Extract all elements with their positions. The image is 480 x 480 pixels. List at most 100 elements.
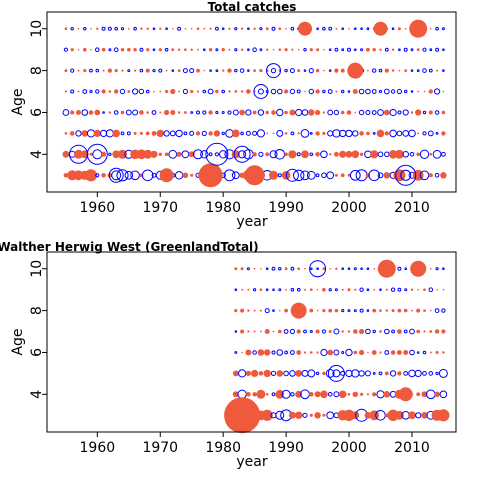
- bubble: [395, 164, 417, 186]
- bubble: [190, 89, 194, 94]
- bubble: [269, 170, 278, 180]
- bubble: [410, 288, 414, 291]
- bubble: [416, 152, 421, 157]
- bubble: [341, 27, 345, 31]
- bubble: [289, 109, 296, 116]
- bubble: [62, 109, 70, 116]
- bubble: [322, 131, 326, 135]
- bubble: [223, 169, 236, 182]
- bubble: [309, 392, 314, 397]
- bubble: [373, 267, 376, 270]
- bubble: [145, 131, 150, 136]
- bubble: [368, 169, 381, 182]
- bubble: [271, 26, 276, 31]
- bubble: [397, 371, 402, 376]
- bubble: [347, 330, 351, 333]
- bubble: [345, 369, 353, 378]
- bubble: [108, 152, 112, 157]
- bubble: [258, 151, 264, 157]
- bubble: [215, 26, 219, 31]
- bubble: [290, 26, 295, 31]
- bubble: [333, 391, 340, 398]
- bubble: [284, 267, 288, 271]
- bubble: [384, 328, 390, 335]
- bubbles: [62, 19, 447, 188]
- bubble: [389, 129, 397, 138]
- bubble: [77, 48, 80, 51]
- bubble: [208, 48, 213, 52]
- bubble: [360, 27, 363, 31]
- bubble: [263, 369, 271, 378]
- bubble: [293, 169, 305, 182]
- bubble: [410, 69, 414, 72]
- bubble: [101, 151, 107, 157]
- bubble: [332, 369, 341, 378]
- bubble: [265, 393, 269, 396]
- bubble: [69, 131, 75, 136]
- bubble: [309, 132, 313, 135]
- bubble: [341, 267, 345, 271]
- bubble: [290, 350, 295, 355]
- bubble: [272, 132, 275, 135]
- bubble: [354, 27, 357, 31]
- bubble: [315, 152, 320, 157]
- bubble: [259, 48, 263, 52]
- bubble: [284, 68, 288, 73]
- bubble: [426, 389, 436, 400]
- bubble: [384, 68, 389, 73]
- bubble: [203, 69, 206, 72]
- bubble: [417, 90, 420, 93]
- bubble: [253, 69, 256, 72]
- bubble: [275, 410, 285, 420]
- bubble: [352, 391, 358, 397]
- bubble: [429, 330, 433, 333]
- bubble: [366, 288, 370, 292]
- bubble: [127, 90, 131, 93]
- bubble: [222, 69, 225, 72]
- bubble: [133, 131, 137, 135]
- bubble: [327, 392, 333, 397]
- bubble: [227, 110, 232, 115]
- bubble: [321, 329, 326, 334]
- bubble: [372, 372, 376, 375]
- bubble: [442, 267, 445, 271]
- bubble: [417, 132, 420, 135]
- bubble: [245, 130, 251, 136]
- plot-frame: [46, 11, 457, 193]
- bubble: [101, 173, 106, 178]
- bubble: [276, 129, 284, 137]
- bubble: [77, 90, 80, 93]
- bubble: [352, 89, 358, 94]
- bubble: [285, 168, 299, 182]
- bubble: [270, 88, 277, 95]
- bubble: [265, 267, 269, 271]
- bubble: [322, 287, 326, 292]
- bubble: [70, 110, 75, 115]
- bubble: [70, 68, 75, 73]
- bubble: [188, 151, 195, 158]
- bubble: [322, 89, 326, 94]
- bubble: [398, 69, 401, 72]
- bubble: [125, 109, 132, 116]
- bubble: [315, 173, 320, 178]
- bubble: [339, 150, 347, 158]
- bubble: [437, 409, 450, 422]
- bubble: [247, 330, 250, 333]
- y-tick-label: 8: [29, 66, 45, 75]
- bubble: [347, 267, 351, 271]
- bubble: [422, 47, 427, 52]
- bubble: [364, 412, 372, 419]
- bubble: [442, 90, 445, 93]
- bubble: [326, 171, 335, 180]
- bubble: [182, 88, 188, 95]
- bubble: [256, 129, 265, 138]
- bubble: [136, 149, 147, 160]
- bubble: [139, 110, 144, 115]
- bubble: [435, 371, 439, 376]
- bubble: [335, 90, 338, 93]
- bubble: [130, 170, 140, 181]
- bubble: [376, 390, 385, 399]
- x-tick-label: 1980: [205, 440, 241, 456]
- bubble: [107, 26, 112, 31]
- bubble: [347, 309, 351, 313]
